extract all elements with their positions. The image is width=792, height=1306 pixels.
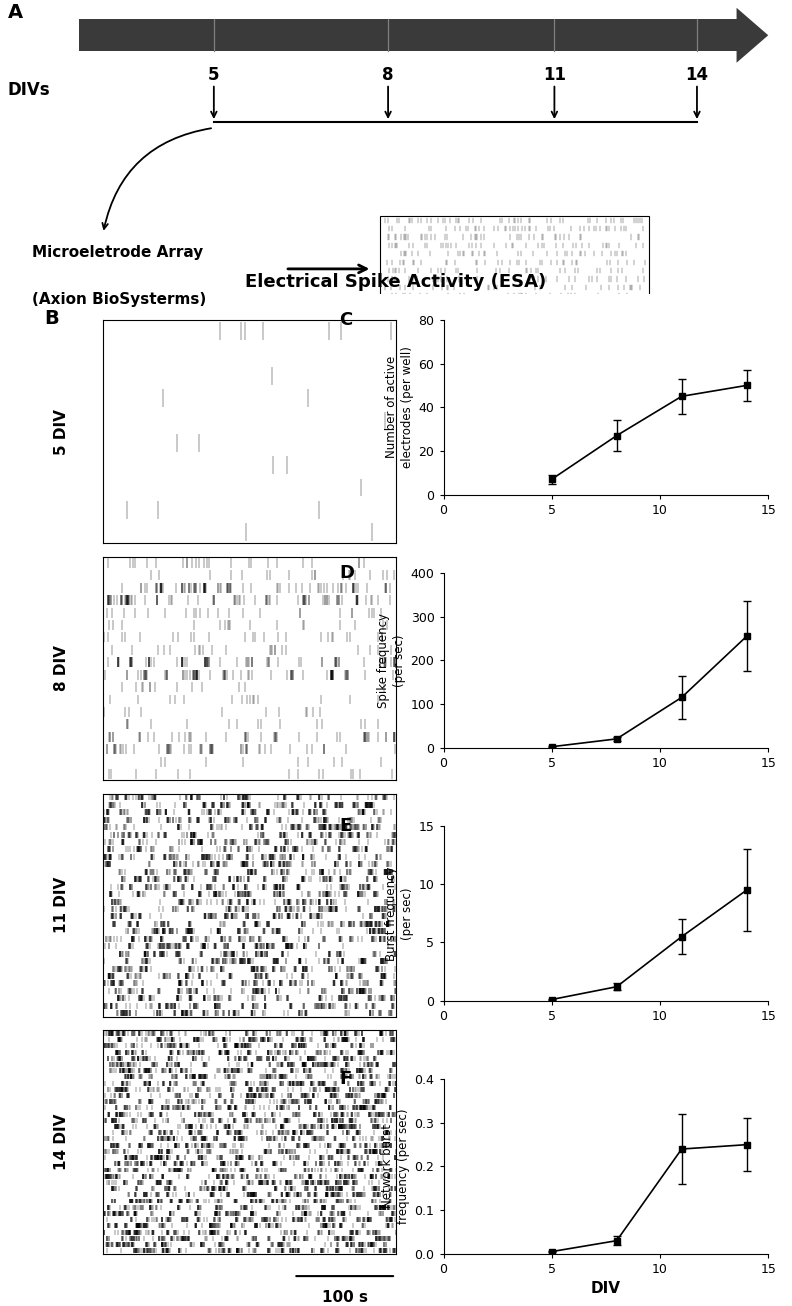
Text: 14: 14 [685,67,709,84]
Y-axis label: Number of active
electrodes (per well): Number of active electrodes (per well) [386,346,414,468]
Text: (Axion BioSysterms): (Axion BioSysterms) [32,293,206,307]
Text: 14 DIV: 14 DIV [55,1114,70,1170]
Text: 8 DIV: 8 DIV [55,645,70,691]
Text: 5 DIV: 5 DIV [55,409,70,454]
Polygon shape [737,8,768,63]
Text: D: D [340,564,355,582]
Text: DIVs: DIVs [8,81,51,99]
Y-axis label: Burst frequency
(per sec): Burst frequency (per sec) [386,866,414,961]
Text: 5: 5 [208,67,219,84]
Text: 11: 11 [543,67,566,84]
Y-axis label: Network burst
frequency (per sec): Network burst frequency (per sec) [381,1109,410,1224]
Text: F: F [340,1071,352,1088]
Bar [79,20,737,51]
X-axis label: DIV: DIV [591,1281,621,1297]
Text: 100 s: 100 s [322,1289,367,1305]
Y-axis label: Spike frequency
(per sec): Spike frequency (per sec) [378,613,406,708]
Text: 11 DIV: 11 DIV [55,878,70,934]
Text: C: C [340,311,353,329]
Bar [380,215,649,333]
Text: B: B [44,308,59,328]
Text: 8: 8 [383,67,394,84]
Text: Electrical Spike Activity (ESA): Electrical Spike Activity (ESA) [246,273,546,291]
Text: Microeletrode Array: Microeletrode Array [32,246,203,260]
Text: E: E [340,818,352,836]
Text: A: A [8,3,23,22]
